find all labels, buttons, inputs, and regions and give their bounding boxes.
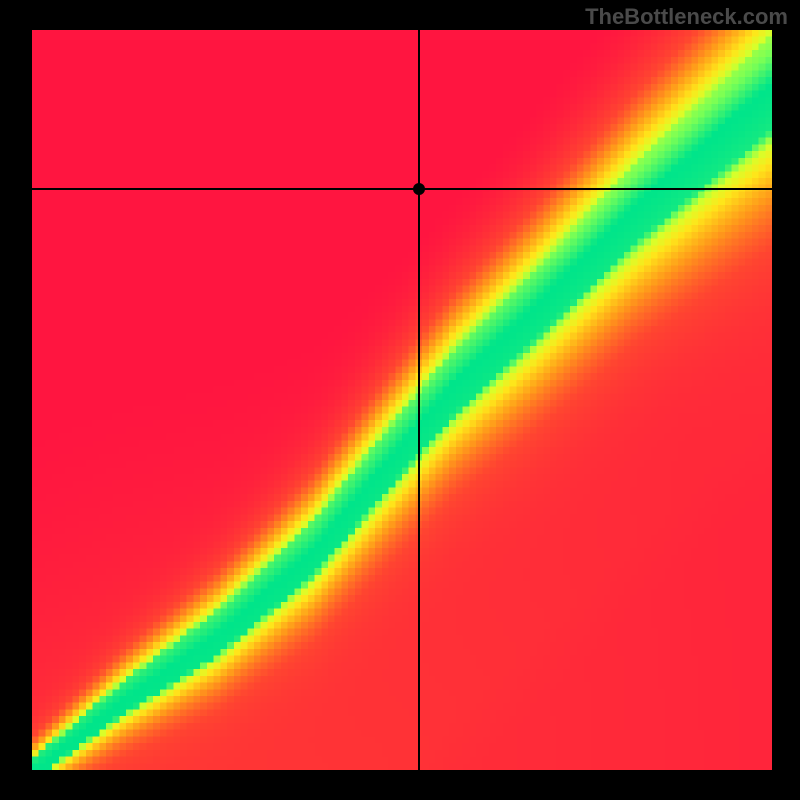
- crosshair-horizontal: [32, 188, 772, 190]
- heatmap-canvas: [32, 30, 772, 770]
- crosshair-marker: [413, 183, 425, 195]
- watermark-text: TheBottleneck.com: [585, 4, 788, 30]
- heatmap-plot: [32, 30, 772, 770]
- crosshair-vertical: [418, 30, 420, 770]
- chart-container: TheBottleneck.com: [0, 0, 800, 800]
